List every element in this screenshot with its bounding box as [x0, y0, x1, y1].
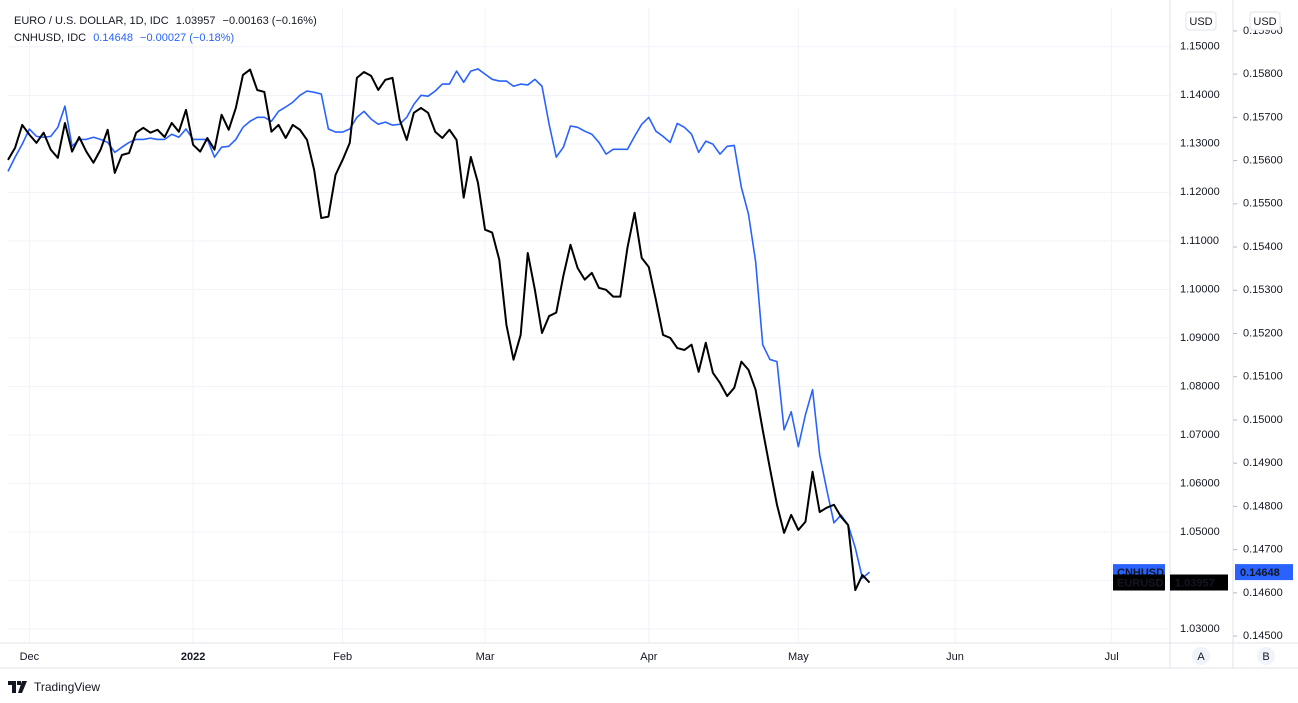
price-change: −0.00163 (−0.16%) — [222, 15, 317, 27]
x-tick-label: Jul — [1105, 651, 1119, 663]
axis-button[interactable] — [1192, 647, 1210, 665]
series-line — [7, 68, 871, 592]
badge-bg — [1113, 574, 1165, 591]
price-badge: EURUSD 1.03957 — [1113, 574, 1228, 591]
y-tick-label: 1.15000 — [1180, 41, 1220, 53]
y2-tick-label: 0.15400 — [1243, 241, 1283, 253]
axis-unit: USD — [1189, 16, 1212, 28]
y-tick-label: 1.13000 — [1180, 138, 1220, 150]
brand[interactable]: TradingView — [34, 680, 101, 694]
x-tick-label: Mar — [476, 651, 495, 663]
y-tick-label: 1.03000 — [1180, 623, 1220, 635]
unit-box — [1249, 11, 1281, 31]
y2-tick-label: 0.15100 — [1243, 371, 1283, 383]
legend-row: CNHUSD, IDC 0.14648 −0.00027 (−0.18%) — [14, 30, 321, 47]
y-tick-label: 1.08000 — [1180, 380, 1220, 392]
price-change: −0.00027 (−0.18%) — [140, 32, 235, 44]
y2-tick-label: 0.14700 — [1243, 544, 1283, 556]
x-tick-label: May — [788, 651, 809, 663]
y-tick-label: 1.09000 — [1180, 332, 1220, 344]
y2-tick-label: 0.14600 — [1243, 587, 1283, 599]
last-value-label: 0.14648 — [1240, 567, 1280, 579]
y2-tick-label: 0.15700 — [1243, 111, 1283, 123]
y2-tick-label: 0.15500 — [1243, 198, 1283, 210]
y2-tick-label: 0.15300 — [1243, 284, 1283, 296]
y-tick-label: 1.10000 — [1180, 283, 1220, 295]
x-tick-label: Apr — [640, 651, 657, 663]
y-tick-label: 1.11000 — [1180, 235, 1219, 247]
series-title: EURO / U.S. DOLLAR, 1D, IDC — [14, 15, 169, 27]
y-tick-label: 1.14000 — [1180, 89, 1220, 101]
series-line — [7, 68, 871, 579]
y2-tick-label: 0.14500 — [1243, 630, 1283, 642]
x-tick-label: Jun — [946, 651, 964, 663]
logo — [8, 681, 27, 693]
y2-tick-label: 0.15200 — [1243, 327, 1283, 339]
y-tick-label: 1.05000 — [1180, 526, 1220, 538]
x-tick-label: Dec — [20, 651, 40, 663]
y2-tick-label: 0.15000 — [1243, 414, 1283, 426]
badge-bg — [1170, 574, 1228, 591]
x-tick-label: 2022 — [181, 651, 205, 663]
last-price: 1.03957 — [175, 15, 216, 27]
axis-button-label: B — [1262, 651, 1269, 663]
y-tick-label: 1.12000 — [1180, 186, 1220, 198]
unit-box — [1185, 11, 1217, 31]
footer: TradingView — [8, 680, 100, 694]
x-tick-label: Feb — [333, 651, 352, 663]
y-tick-label: 1.07000 — [1180, 429, 1220, 441]
y2-tick-label: 0.15900 — [1243, 25, 1283, 37]
y-tick-label: 1.06000 — [1180, 477, 1220, 489]
last-price: 0.14648 — [93, 32, 133, 44]
last-value-label: 1.03957 — [1175, 577, 1215, 589]
legend-entry: EURUSD — [1117, 577, 1164, 589]
y2-tick-label: 0.15600 — [1243, 154, 1283, 166]
badge-bg — [1235, 564, 1293, 581]
y2-tick-label: 0.14900 — [1243, 457, 1283, 469]
axis-unit: USD — [1253, 16, 1276, 28]
y2-tick-label: 0.14800 — [1243, 500, 1283, 512]
legend-row: EURO / U.S. DOLLAR, 1D, IDC 1.03957 −0.0… — [14, 13, 321, 30]
legend: EURO / U.S. DOLLAR, 1D, IDC 1.03957 −0.0… — [14, 13, 321, 47]
plot-background — [8, 8, 1170, 643]
series-title: CNHUSD, IDC — [14, 32, 87, 44]
y2-tick-label: 0.15800 — [1243, 68, 1283, 80]
axis-button[interactable] — [1257, 647, 1275, 665]
axis-button-label: A — [1197, 651, 1205, 663]
